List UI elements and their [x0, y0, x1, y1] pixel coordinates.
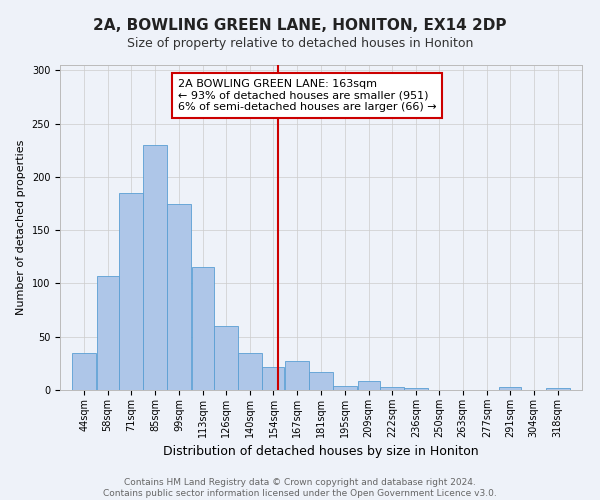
Bar	[73, 352, 96, 390]
Bar	[119, 193, 143, 390]
Bar	[191, 268, 214, 390]
Bar	[546, 388, 569, 390]
Bar	[143, 145, 167, 390]
X-axis label: Distribution of detached houses by size in Honiton: Distribution of detached houses by size …	[163, 446, 479, 458]
Bar	[262, 366, 284, 390]
Text: Size of property relative to detached houses in Honiton: Size of property relative to detached ho…	[127, 38, 473, 51]
Bar	[285, 361, 308, 390]
Bar	[167, 204, 191, 390]
Bar	[214, 326, 238, 390]
Text: Contains HM Land Registry data © Crown copyright and database right 2024.
Contai: Contains HM Land Registry data © Crown c…	[103, 478, 497, 498]
Text: 2A BOWLING GREEN LANE: 163sqm
← 93% of detached houses are smaller (951)
6% of s: 2A BOWLING GREEN LANE: 163sqm ← 93% of d…	[178, 79, 436, 112]
Bar	[380, 387, 404, 390]
Y-axis label: Number of detached properties: Number of detached properties	[16, 140, 26, 315]
Bar	[499, 387, 521, 390]
Bar	[238, 352, 262, 390]
Bar	[309, 372, 333, 390]
Bar	[97, 276, 119, 390]
Bar	[358, 382, 380, 390]
Bar	[404, 388, 428, 390]
Bar	[334, 386, 357, 390]
Text: 2A, BOWLING GREEN LANE, HONITON, EX14 2DP: 2A, BOWLING GREEN LANE, HONITON, EX14 2D…	[93, 18, 507, 32]
